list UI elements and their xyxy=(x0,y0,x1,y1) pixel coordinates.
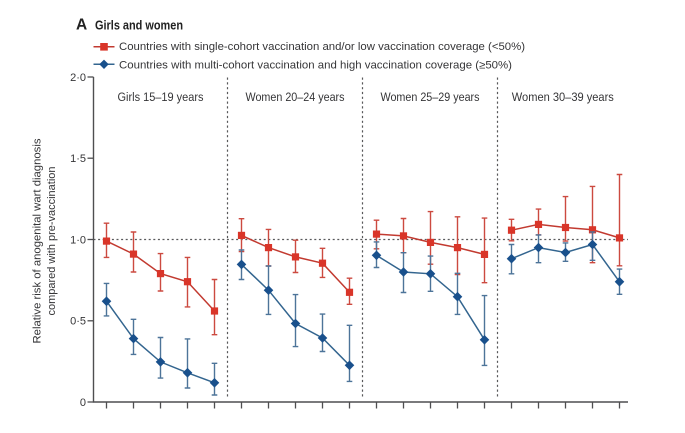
svg-text:A: A xyxy=(76,17,87,34)
svg-text:Relative risk of anogenital wa: Relative risk of anogenital wart diagnos… xyxy=(32,138,44,344)
svg-text:Women 25–29 years: Women 25–29 years xyxy=(381,90,480,104)
svg-text:0: 0 xyxy=(80,397,86,409)
svg-text:Girls 15–19 years: Girls 15–19 years xyxy=(118,90,204,104)
svg-text:Countries with single-cohort v: Countries with single-cohort vaccination… xyxy=(119,41,525,53)
svg-text:2·0: 2·0 xyxy=(70,72,86,84)
svg-text:Girls and women: Girls and women xyxy=(95,18,183,33)
svg-text:Women 20–24 years: Women 20–24 years xyxy=(246,90,345,104)
svg-text:1·0: 1·0 xyxy=(70,234,86,246)
svg-text:Women 30–39 years: Women 30–39 years xyxy=(512,90,614,104)
svg-text:Countries with multi-cohort va: Countries with multi-cohort vaccination … xyxy=(119,59,512,71)
svg-text:compared with pre-vaccination: compared with pre-vaccination xyxy=(46,167,58,316)
svg-text:1·5: 1·5 xyxy=(70,153,86,165)
svg-text:0·5: 0·5 xyxy=(70,316,86,328)
